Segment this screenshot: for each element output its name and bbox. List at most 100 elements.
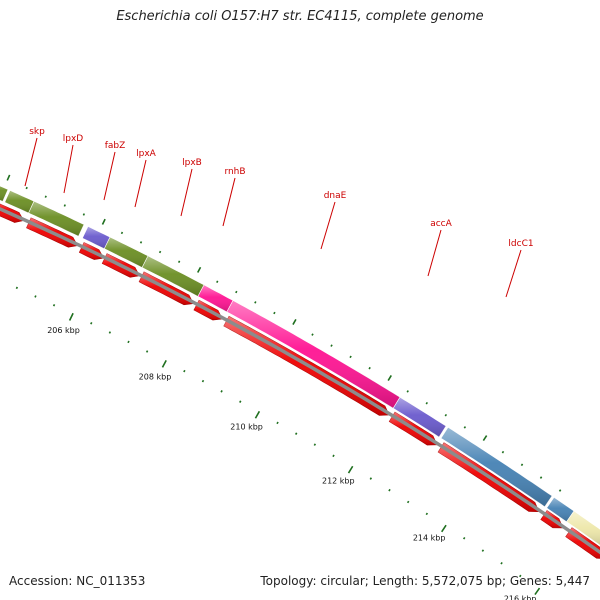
tick-mark bbox=[139, 241, 143, 244]
backbone-line bbox=[0, 207, 600, 555]
outer-tick-track bbox=[6, 174, 562, 492]
gene-band-shine bbox=[82, 226, 110, 249]
gene-label-skp: skp bbox=[29, 127, 45, 137]
tick-mark bbox=[349, 355, 352, 359]
scale-tick bbox=[145, 350, 149, 353]
tick-mark bbox=[292, 318, 297, 325]
scale-tick bbox=[161, 359, 167, 368]
tick-mark bbox=[101, 218, 106, 225]
scale-tick bbox=[406, 500, 410, 504]
tick-mark bbox=[539, 476, 543, 479]
scale-labels: 206 kbp 208 kbp 210 kbp 212 kbp 214 kbp 216 k… bbox=[47, 326, 536, 600]
scale-label: 210 kbp bbox=[230, 422, 263, 431]
tick-mark bbox=[235, 290, 238, 294]
gene-band-shine bbox=[4, 190, 34, 213]
gene-label-lpxB: lpxB bbox=[182, 158, 202, 168]
gene-callout-line bbox=[427, 229, 442, 277]
scale-label: 212 kbp bbox=[322, 476, 355, 485]
accession-text: Accession: NC_011353 bbox=[9, 574, 146, 588]
gene-band-shine bbox=[142, 255, 204, 297]
gene-callout-line bbox=[180, 168, 193, 217]
gene-label-rnhB: rnhB bbox=[224, 167, 245, 177]
scale-tick bbox=[220, 390, 223, 393]
map-title: Escherichia coli O157:H7 str. EC4115, co… bbox=[116, 9, 484, 24]
gene-callout-line bbox=[103, 151, 116, 201]
scale-tick bbox=[68, 312, 74, 321]
tick-mark bbox=[520, 463, 524, 467]
tick-mark bbox=[387, 375, 392, 381]
gene-band-shine bbox=[393, 397, 446, 437]
scale-tick bbox=[34, 295, 37, 298]
tick-mark bbox=[44, 195, 47, 198]
tick-mark bbox=[6, 174, 11, 181]
scale-tick bbox=[15, 286, 19, 290]
tick-mark bbox=[463, 426, 467, 429]
scale-tick bbox=[534, 587, 541, 596]
scale-tick bbox=[183, 369, 186, 373]
scale-tick bbox=[201, 379, 205, 383]
gene-band-shine bbox=[441, 427, 552, 507]
tick-mark bbox=[197, 266, 202, 273]
scale-label: 216 kbp bbox=[504, 594, 537, 600]
scale-tick bbox=[462, 536, 466, 540]
gene-label-ldcC1: ldcC1 bbox=[508, 239, 533, 249]
tick-mark bbox=[216, 280, 219, 284]
scale-label: 208 kbp bbox=[139, 372, 172, 381]
gene-band-shine bbox=[546, 497, 574, 522]
tick-mark bbox=[254, 301, 257, 304]
scale-tick bbox=[313, 443, 317, 446]
scale-tick bbox=[90, 322, 93, 325]
gene-band-shine bbox=[104, 237, 148, 268]
gene-band-shine bbox=[197, 284, 233, 312]
scale-tick bbox=[332, 454, 335, 458]
scale-label: 214 kbp bbox=[413, 533, 446, 542]
tick-mark bbox=[501, 450, 505, 454]
gene-labels: skp lpxD fabZ lpxA lpxB rnhB dnaE accA ldcC1 bbox=[24, 127, 534, 298]
tick-mark bbox=[406, 390, 409, 393]
gene-label-dnaE: dnaE bbox=[324, 191, 347, 201]
cds-arrow-track bbox=[0, 203, 600, 559]
tick-mark bbox=[425, 401, 428, 405]
scale-tick bbox=[481, 549, 485, 552]
gene-label-lpxD: lpxD bbox=[63, 134, 84, 144]
tick-mark bbox=[444, 413, 448, 417]
scale-tick bbox=[52, 304, 56, 307]
tick-mark bbox=[120, 231, 124, 235]
gene-callout-line bbox=[505, 249, 522, 298]
scale-tick-track bbox=[15, 286, 541, 596]
topology-text: Topology: circular; Length: 5,572,075 bp… bbox=[260, 574, 590, 588]
scale-tick bbox=[388, 488, 391, 492]
scale-tick bbox=[519, 574, 522, 578]
gene-band-track bbox=[0, 185, 600, 546]
gene-label-accA: accA bbox=[430, 219, 452, 229]
gene-band-shine bbox=[566, 511, 600, 546]
scale-tick bbox=[425, 512, 429, 516]
scale-tick bbox=[369, 477, 373, 480]
scale-tick bbox=[441, 524, 447, 533]
scale-label: 206 kbp bbox=[47, 326, 80, 335]
scale-tick bbox=[127, 340, 130, 344]
tick-mark bbox=[368, 366, 371, 370]
tick-mark bbox=[558, 489, 562, 492]
gene-callout-line bbox=[63, 144, 74, 194]
scale-tick bbox=[276, 421, 279, 425]
tick-mark bbox=[330, 344, 333, 347]
gene-callout-line bbox=[24, 137, 38, 187]
gene-callout-line bbox=[222, 177, 236, 227]
gene-band-shine bbox=[28, 201, 85, 237]
gene-band-shine bbox=[0, 186, 8, 202]
scale-tick bbox=[347, 465, 354, 474]
tick-mark bbox=[311, 333, 314, 336]
scale-tick bbox=[500, 561, 503, 565]
scale-tick bbox=[254, 410, 261, 419]
scale-tick bbox=[108, 331, 112, 334]
tick-mark bbox=[25, 186, 28, 190]
tick-mark bbox=[177, 260, 181, 263]
tick-mark bbox=[158, 250, 162, 254]
gene-band-shine bbox=[226, 300, 400, 409]
tick-mark bbox=[482, 435, 488, 441]
tick-mark bbox=[82, 213, 86, 216]
gene-label-lpxA: lpxA bbox=[136, 149, 157, 159]
